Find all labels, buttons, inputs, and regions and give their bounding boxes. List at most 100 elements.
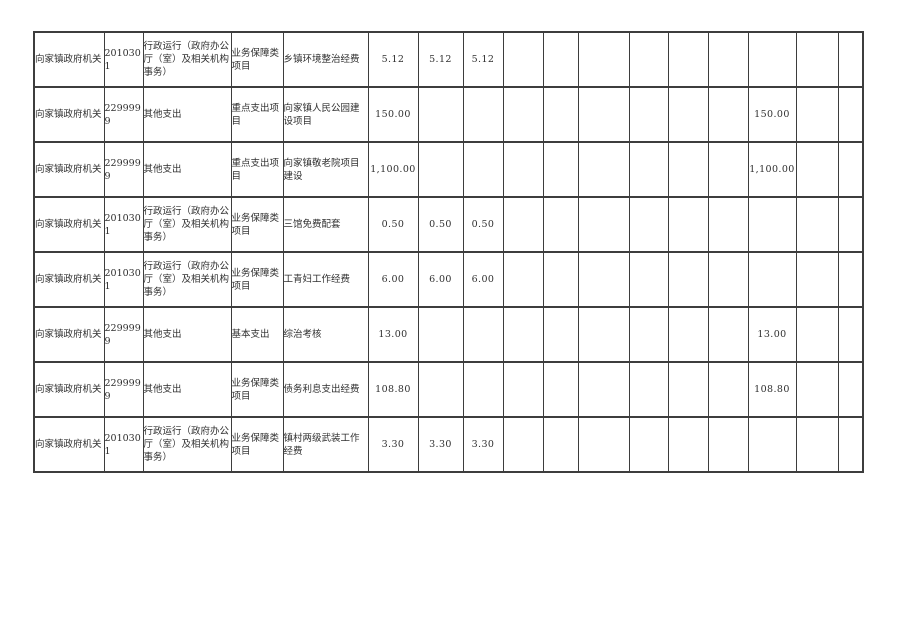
table-cell — [747, 251, 797, 308]
table-cell: 5.12 — [417, 31, 464, 88]
table-cell: 0.50 — [462, 196, 504, 253]
table-cell — [577, 361, 630, 418]
table-cell — [667, 251, 709, 308]
table-cell — [417, 306, 464, 363]
table-cell — [707, 196, 749, 253]
table-cell: 2010301 — [103, 251, 144, 308]
table-cell — [795, 86, 839, 143]
table-cell — [628, 251, 669, 308]
table-row: 向家镇政府机关 2010301 行政运行（政府办公厅（室）及相关机构事务） 业务保障类… — [33, 251, 864, 308]
table-cell — [417, 86, 464, 143]
table-cell: 13.00 — [367, 306, 419, 363]
table-cell — [747, 416, 797, 473]
table-cell: 2299999 — [103, 306, 144, 363]
table-cell — [837, 416, 864, 473]
table-cell: 150.00 — [747, 86, 797, 143]
table-row: 向家镇政府机关 2299999 其他支出 基本支出 综治考核 13.00 13.00 — [33, 306, 864, 363]
table-cell — [542, 31, 579, 88]
table-cell — [667, 196, 709, 253]
table-cell — [628, 196, 669, 253]
table-cell: 镇村两级武装工作经费 — [282, 416, 369, 473]
table-cell: 业务保障类项目 — [230, 416, 284, 473]
table-cell — [628, 416, 669, 473]
table-cell — [542, 251, 579, 308]
table-cell: 150.00 — [367, 86, 419, 143]
table-cell: 5.12 — [462, 31, 504, 88]
table-cell: 2010301 — [103, 416, 144, 473]
table-cell: 行政运行（政府办公厅（室）及相关机构事务） — [142, 196, 232, 253]
table-cell: 0.50 — [417, 196, 464, 253]
table-cell — [542, 141, 579, 198]
table-cell — [707, 416, 749, 473]
table-cell — [667, 86, 709, 143]
table-cell: 13.00 — [747, 306, 797, 363]
table-cell — [577, 416, 630, 473]
table-cell — [628, 86, 669, 143]
table-cell: 业务保障类项目 — [230, 196, 284, 253]
table-cell: 向家镇人民公园建设项目 — [282, 86, 369, 143]
table-cell — [795, 251, 839, 308]
table-cell: 108.80 — [367, 361, 419, 418]
table-row: 向家镇政府机关 2010301 行政运行（政府办公厅（室）及相关机构事务） 业务保障类… — [33, 31, 864, 88]
table-cell — [837, 306, 864, 363]
table-cell: 债务利息支出经费 — [282, 361, 369, 418]
table-cell: 其他支出 — [142, 361, 232, 418]
table-cell: 向家镇政府机关 — [33, 141, 105, 198]
table-cell: 重点支出项目 — [230, 86, 284, 143]
table-cell — [542, 196, 579, 253]
table-cell — [417, 141, 464, 198]
table-cell — [667, 31, 709, 88]
table-cell — [542, 361, 579, 418]
table-cell: 2010301 — [103, 196, 144, 253]
table-cell — [542, 306, 579, 363]
table-cell — [628, 361, 669, 418]
table-cell — [628, 141, 669, 198]
table-cell: 行政运行（政府办公厅（室）及相关机构事务） — [142, 416, 232, 473]
table-cell — [667, 416, 709, 473]
table-cell: 工青妇工作经费 — [282, 251, 369, 308]
table-cell — [837, 196, 864, 253]
table-cell: 2299999 — [103, 141, 144, 198]
table-row: 向家镇政府机关 2010301 行政运行（政府办公厅（室）及相关机构事务） 业务保障类… — [33, 196, 864, 253]
table-cell — [707, 361, 749, 418]
table-cell — [628, 306, 669, 363]
table-cell: 业务保障类项目 — [230, 361, 284, 418]
table-cell — [837, 361, 864, 418]
table-cell — [795, 141, 839, 198]
table-cell — [707, 86, 749, 143]
table-cell: 向家镇政府机关 — [33, 361, 105, 418]
table-cell — [542, 86, 579, 143]
table-cell: 3.30 — [367, 416, 419, 473]
table-cell: 向家镇政府机关 — [33, 416, 105, 473]
table-cell: 3.30 — [417, 416, 464, 473]
table-cell: 向家镇政府机关 — [33, 251, 105, 308]
table-cell: 向家镇政府机关 — [33, 31, 105, 88]
table-cell — [577, 306, 630, 363]
table-cell — [707, 141, 749, 198]
table-cell — [577, 196, 630, 253]
table-cell — [502, 306, 544, 363]
table-cell — [795, 196, 839, 253]
table-cell: 2299999 — [103, 361, 144, 418]
table-cell — [502, 196, 544, 253]
table-cell: 2010301 — [103, 31, 144, 88]
table-cell — [747, 31, 797, 88]
table-cell — [462, 361, 504, 418]
table-cell — [667, 141, 709, 198]
table-cell: 1,100.00 — [747, 141, 797, 198]
table-cell — [667, 306, 709, 363]
table-cell — [462, 306, 504, 363]
table-cell — [837, 86, 864, 143]
table-cell — [707, 251, 749, 308]
table-cell — [707, 306, 749, 363]
table-cell: 向家镇政府机关 — [33, 86, 105, 143]
table-cell — [462, 141, 504, 198]
table-cell — [577, 251, 630, 308]
budget-table: 向家镇政府机关 2010301 行政运行（政府办公厅（室）及相关机构事务） 业务保障类… — [33, 31, 864, 473]
table-cell: 业务保障类项目 — [230, 31, 284, 88]
table-cell: 重点支出项目 — [230, 141, 284, 198]
table-cell — [747, 196, 797, 253]
table-cell — [628, 31, 669, 88]
table-cell — [577, 86, 630, 143]
